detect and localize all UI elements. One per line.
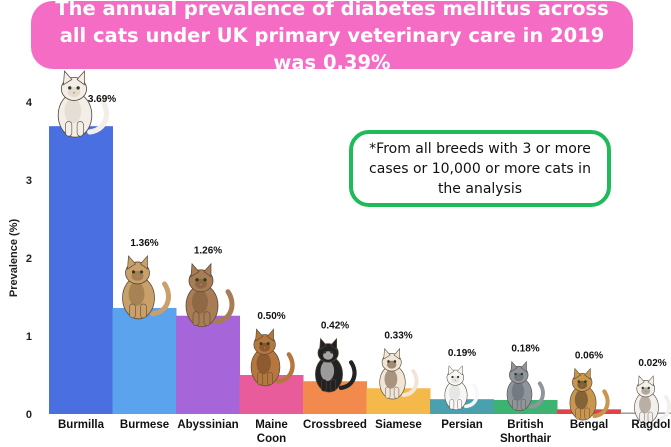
category-label: Siamese — [375, 419, 422, 431]
data-label: 0.02% — [638, 358, 666, 369]
bar — [176, 315, 240, 414]
y-tick-label: 0 — [26, 409, 32, 421]
data-label: 0.42% — [321, 321, 349, 332]
bar — [112, 307, 177, 414]
cat-siamese-icon — [379, 347, 419, 400]
y-tick-label: 3 — [26, 175, 32, 187]
data-label: 0.18% — [511, 344, 539, 355]
footnote-box: *From all breeds with 3 or more cases or… — [349, 130, 611, 207]
category-label: Maine — [255, 419, 288, 431]
cat-british-shorthair-icon — [506, 360, 545, 412]
category-label: Burmese — [120, 419, 169, 431]
chart-title: The annual prevalence of diabetes mellit… — [55, 0, 609, 74]
cat-crossbreed-icon — [315, 337, 357, 393]
bar — [49, 126, 113, 415]
category-label: Shorthair — [500, 433, 552, 445]
data-label: 1.26% — [194, 246, 222, 257]
cat-maine-coon-icon — [250, 328, 295, 387]
cat-persian-icon — [444, 365, 479, 411]
y-axis-label: Prevalence (%) — [8, 219, 20, 298]
title-banner: The annual prevalence of diabetes mellit… — [31, 0, 633, 74]
data-label: 0.19% — [448, 348, 476, 359]
data-label: 3.69% — [88, 94, 116, 105]
category-label: Coon — [257, 433, 286, 445]
data-label: 1.36% — [130, 238, 158, 249]
y-tick-label: 4 — [26, 97, 33, 109]
category-label: Crossbreed — [303, 419, 367, 431]
y-tick-label: 2 — [26, 253, 32, 265]
category-label: Bengal — [570, 419, 608, 431]
category-label: British — [507, 419, 543, 431]
data-label: 0.50% — [257, 311, 285, 322]
y-tick-label: 1 — [26, 331, 32, 343]
category-label: Ragdoll — [631, 419, 671, 431]
cat-ragdoll-icon — [634, 375, 671, 424]
cat-burmilla-icon — [57, 70, 110, 138]
data-label: 0.33% — [384, 331, 412, 342]
cat-burmese-icon — [122, 254, 171, 320]
category-label: Abyssinian — [177, 419, 238, 431]
footnote-text: *From all breeds with 3 or more cases or… — [369, 140, 591, 197]
cat-bengal-icon — [569, 367, 610, 421]
category-label: Persian — [441, 419, 483, 431]
category-label: Burmilla — [58, 419, 105, 431]
cat-abyssinian-icon — [185, 262, 235, 328]
data-label: 0.06% — [575, 350, 603, 361]
